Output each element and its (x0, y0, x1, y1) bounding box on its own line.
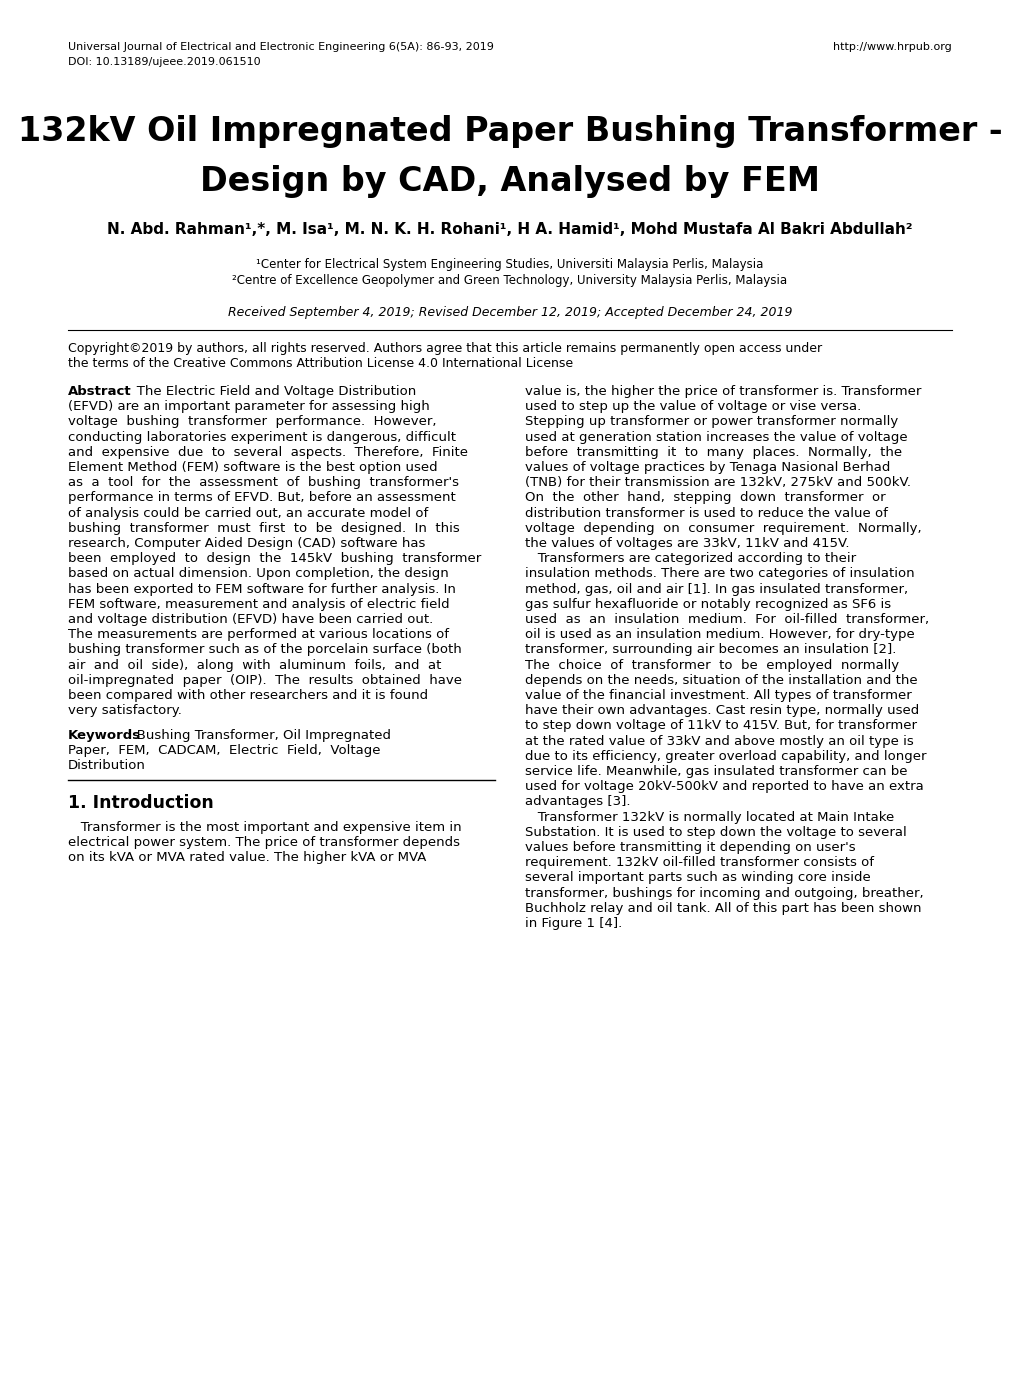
Text: the terms of the Creative Commons Attribution License 4.0 International License: the terms of the Creative Commons Attrib… (68, 357, 573, 370)
Text: based on actual dimension. Upon completion, the design: based on actual dimension. Upon completi… (68, 567, 448, 580)
Text: http://www.hrpub.org: http://www.hrpub.org (833, 42, 951, 53)
Text: used to step up the value of voltage or vise versa.: used to step up the value of voltage or … (525, 400, 860, 414)
Text: Paper,  FEM,  CADCAM,  Electric  Field,  Voltage: Paper, FEM, CADCAM, Electric Field, Volt… (68, 743, 380, 757)
Text: to step down voltage of 11kV to 415V. But, for transformer: to step down voltage of 11kV to 415V. Bu… (525, 720, 916, 732)
Text: electrical power system. The price of transformer depends: electrical power system. The price of tr… (68, 836, 460, 848)
Text: have their own advantages. Cast resin type, normally used: have their own advantages. Cast resin ty… (525, 704, 918, 717)
Text: values before transmitting it depending on user's: values before transmitting it depending … (525, 841, 855, 854)
Text: several important parts such as winding core inside: several important parts such as winding … (525, 872, 870, 884)
Text: as  a  tool  for  the  assessment  of  bushing  transformer's: as a tool for the assessment of bushing … (68, 476, 459, 489)
Text: oil is used as an insulation medium. However, for dry-type: oil is used as an insulation medium. How… (525, 628, 914, 641)
Text: Copyright©2019 by authors, all rights reserved. Authors agree that this article : Copyright©2019 by authors, all rights re… (68, 342, 821, 356)
Text: Element Method (FEM) software is the best option used: Element Method (FEM) software is the bes… (68, 461, 437, 473)
Text: Stepping up transformer or power transformer normally: Stepping up transformer or power transfo… (525, 415, 898, 429)
Text: Transformer 132kV is normally located at Main Intake: Transformer 132kV is normally located at… (525, 811, 894, 823)
Text: ¹Center for Electrical System Engineering Studies, Universiti Malaysia Perlis, M: ¹Center for Electrical System Engineerin… (256, 257, 763, 271)
Text: gas sulfur hexafluoride or notably recognized as SF6 is: gas sulfur hexafluoride or notably recog… (525, 598, 891, 610)
Text: Keywords: Keywords (68, 728, 141, 742)
Text: The  choice  of  transformer  to  be  employed  normally: The choice of transformer to be employed… (525, 659, 898, 671)
Text: The Electric Field and Voltage Distribution: The Electric Field and Voltage Distribut… (123, 385, 416, 399)
Text: distribution transformer is used to reduce the value of: distribution transformer is used to redu… (525, 507, 887, 519)
Text: On  the  other  hand,  stepping  down  transformer  or: On the other hand, stepping down transfo… (525, 491, 884, 504)
Text: in Figure 1 [4].: in Figure 1 [4]. (525, 918, 622, 930)
Text: Buchholz relay and oil tank. All of this part has been shown: Buchholz relay and oil tank. All of this… (525, 902, 920, 915)
Text: Abstract: Abstract (68, 385, 131, 399)
Text: 1. Introduction: 1. Introduction (68, 794, 214, 812)
Text: at the rated value of 33kV and above mostly an oil type is: at the rated value of 33kV and above mos… (525, 735, 913, 747)
Text: Distribution: Distribution (68, 758, 146, 772)
Text: Transformers are categorized according to their: Transformers are categorized according t… (525, 552, 855, 565)
Text: Received September 4, 2019; Revised December 12, 2019; Accepted December 24, 201: Received September 4, 2019; Revised Dece… (227, 306, 792, 318)
Text: has been exported to FEM software for further analysis. In: has been exported to FEM software for fu… (68, 583, 455, 595)
Text: conducting laboratories experiment is dangerous, difficult: conducting laboratories experiment is da… (68, 430, 455, 444)
Text: service life. Meanwhile, gas insulated transformer can be: service life. Meanwhile, gas insulated t… (525, 765, 907, 778)
Text: oil-impregnated  paper  (OIP).  The  results  obtained  have: oil-impregnated paper (OIP). The results… (68, 674, 462, 686)
Text: bushing transformer such as of the porcelain surface (both: bushing transformer such as of the porce… (68, 644, 462, 656)
Text: voltage  bushing  transformer  performance.  However,: voltage bushing transformer performance.… (68, 415, 436, 429)
Text: insulation methods. There are two categories of insulation: insulation methods. There are two catego… (525, 567, 914, 580)
Text: requirement. 132kV oil-filled transformer consists of: requirement. 132kV oil-filled transforme… (525, 857, 873, 869)
Text: due to its efficiency, greater overload capability, and longer: due to its efficiency, greater overload … (525, 750, 925, 763)
Text: Bushing Transformer, Oil Impregnated: Bushing Transformer, Oil Impregnated (123, 728, 390, 742)
Text: bushing  transformer  must  first  to  be  designed.  In  this: bushing transformer must first to be des… (68, 522, 460, 534)
Text: used at generation station increases the value of voltage: used at generation station increases the… (525, 430, 907, 444)
Text: (EFVD) are an important parameter for assessing high: (EFVD) are an important parameter for as… (68, 400, 429, 414)
Text: used  as  an  insulation  medium.  For  oil-filled  transformer,: used as an insulation medium. For oil-fi… (525, 613, 928, 626)
Text: the values of voltages are 33kV, 11kV and 415V.: the values of voltages are 33kV, 11kV an… (525, 537, 849, 549)
Text: value is, the higher the price of transformer is. Transformer: value is, the higher the price of transf… (525, 385, 920, 399)
Text: of analysis could be carried out, an accurate model of: of analysis could be carried out, an acc… (68, 507, 428, 519)
Text: Design by CAD, Analysed by FEM: Design by CAD, Analysed by FEM (200, 165, 819, 198)
Text: depends on the needs, situation of the installation and the: depends on the needs, situation of the i… (525, 674, 917, 686)
Text: (TNB) for their transmission are 132kV, 275kV and 500kV.: (TNB) for their transmission are 132kV, … (525, 476, 910, 489)
Text: value of the financial investment. All types of transformer: value of the financial investment. All t… (525, 689, 911, 702)
Text: FEM software, measurement and analysis of electric field: FEM software, measurement and analysis o… (68, 598, 449, 610)
Text: before  transmitting  it  to  many  places.  Normally,  the: before transmitting it to many places. N… (525, 446, 901, 459)
Text: transformer, surrounding air becomes an insulation [2].: transformer, surrounding air becomes an … (525, 644, 896, 656)
Text: The measurements are performed at various locations of: The measurements are performed at variou… (68, 628, 448, 641)
Text: research, Computer Aided Design (CAD) software has: research, Computer Aided Design (CAD) so… (68, 537, 425, 549)
Text: voltage  depending  on  consumer  requirement.  Normally,: voltage depending on consumer requiremen… (525, 522, 921, 534)
Text: and voltage distribution (EFVD) have been carried out.: and voltage distribution (EFVD) have bee… (68, 613, 433, 626)
Text: transformer, bushings for incoming and outgoing, breather,: transformer, bushings for incoming and o… (525, 887, 923, 900)
Text: been compared with other researchers and it is found: been compared with other researchers and… (68, 689, 428, 702)
Text: advantages [3].: advantages [3]. (525, 796, 630, 808)
Text: Substation. It is used to step down the voltage to several: Substation. It is used to step down the … (525, 826, 906, 839)
Text: and  expensive  due  to  several  aspects.  Therefore,  Finite: and expensive due to several aspects. Th… (68, 446, 468, 459)
Text: values of voltage practices by Tenaga Nasional Berhad: values of voltage practices by Tenaga Na… (525, 461, 890, 473)
Text: DOI: 10.13189/ujeee.2019.061510: DOI: 10.13189/ujeee.2019.061510 (68, 57, 261, 66)
Text: Transformer is the most important and expensive item in: Transformer is the most important and ex… (68, 821, 462, 833)
Text: N. Abd. Rahman¹,*, M. Isa¹, M. N. K. H. Rohani¹, H A. Hamid¹, Mohd Mustafa Al Ba: N. Abd. Rahman¹,*, M. Isa¹, M. N. K. H. … (107, 221, 912, 237)
Text: 132kV Oil Impregnated Paper Bushing Transformer -: 132kV Oil Impregnated Paper Bushing Tran… (17, 115, 1002, 148)
Text: on its kVA or MVA rated value. The higher kVA or MVA: on its kVA or MVA rated value. The highe… (68, 851, 426, 864)
Text: air  and  oil  side),  along  with  aluminum  foils,  and  at: air and oil side), along with aluminum f… (68, 659, 441, 671)
Text: method, gas, oil and air [1]. In gas insulated transformer,: method, gas, oil and air [1]. In gas ins… (525, 583, 907, 595)
Text: been  employed  to  design  the  145kV  bushing  transformer: been employed to design the 145kV bushin… (68, 552, 481, 565)
Text: ²Centre of Excellence Geopolymer and Green Technology, University Malaysia Perli: ²Centre of Excellence Geopolymer and Gre… (232, 274, 787, 286)
Text: performance in terms of EFVD. But, before an assessment: performance in terms of EFVD. But, befor… (68, 491, 455, 504)
Text: very satisfactory.: very satisfactory. (68, 704, 181, 717)
Text: used for voltage 20kV-500kV and reported to have an extra: used for voltage 20kV-500kV and reported… (525, 781, 923, 793)
Text: Universal Journal of Electrical and Electronic Engineering 6(5A): 86-93, 2019: Universal Journal of Electrical and Elec… (68, 42, 493, 53)
